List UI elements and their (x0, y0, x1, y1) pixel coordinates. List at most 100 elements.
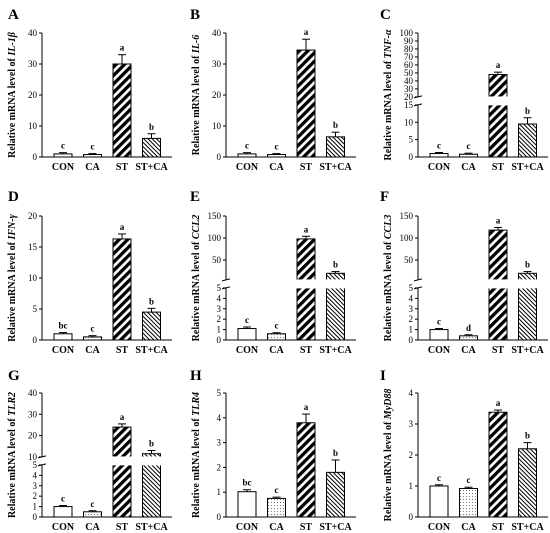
y-tick-label: 1 (409, 325, 414, 335)
category-label: ST (492, 345, 505, 356)
y-tick-label: 5 (409, 283, 414, 293)
y-tick-label: 80 (404, 44, 414, 54)
significance-label: c (437, 473, 441, 483)
y-tick-label: 5 (217, 283, 222, 293)
category-label: ST+CA (319, 162, 352, 173)
bar-st-ca (326, 136, 345, 158)
bar-st-ca (518, 123, 537, 158)
significance-label: a (120, 222, 125, 232)
category-label: CA (269, 522, 284, 533)
significance-label: b (525, 431, 530, 441)
category-label: ST (116, 162, 129, 173)
category-label: ST+CA (135, 162, 168, 173)
y-axis-label-prefix: Relative mRNA level of (191, 239, 202, 341)
bar-st (112, 238, 132, 341)
y-tick-label: 5 (33, 304, 38, 314)
y-tick-label: 30 (404, 84, 414, 94)
y-tick-label: 3 (409, 419, 414, 429)
y-tick-label: 4 (409, 293, 414, 303)
significance-label: c (467, 141, 471, 151)
panel-letter: C (380, 7, 391, 23)
significance-label: b (333, 120, 338, 130)
y-axis-label: Relative mRNA level of TLR4 (191, 392, 202, 518)
bar-break-gap (141, 456, 162, 466)
significance-label: c (91, 324, 95, 334)
significance-label: c (61, 141, 65, 151)
category-label: CON (428, 522, 451, 533)
y-tick-label: 2 (409, 450, 414, 460)
y-axis-label: Relative mRNA level of IL-6 (191, 35, 202, 156)
y-tick-label: 0 (409, 152, 414, 162)
significance-label: c (467, 475, 471, 485)
y-tick-label: 40 (212, 28, 222, 38)
bar-break-gap (112, 456, 132, 466)
y-tick-label: 1 (409, 481, 414, 491)
y-axis-label-prefix: Relative mRNA level of (383, 419, 394, 521)
category-label: CA (461, 522, 476, 533)
y-tick-label: 0 (33, 152, 38, 162)
significance-label: a (496, 60, 501, 70)
category-label: CA (85, 162, 100, 173)
bar-ca (83, 511, 102, 518)
y-axis-label-gene: TNF-α (383, 29, 394, 58)
bar-break-gap (488, 96, 508, 106)
category-label: CA (269, 345, 284, 356)
y-axis-label-gene: MyD88 (383, 389, 394, 421)
significance-label: c (437, 140, 441, 150)
category-label: ST+CA (511, 522, 544, 533)
bar-con (429, 329, 449, 341)
panel-letter: A (8, 7, 19, 23)
category-label: CA (85, 522, 100, 533)
y-tick-label: 20 (28, 90, 38, 100)
bar-ca (459, 487, 478, 518)
panel-letter: G (8, 368, 20, 384)
significance-label: c (245, 315, 249, 325)
y-tick-label: 10 (28, 273, 38, 283)
y-tick-label: 2 (33, 491, 38, 501)
significance-label: b (525, 106, 530, 116)
y-axis-label-prefix: Relative mRNA level of (191, 53, 202, 155)
category-label: CON (236, 522, 259, 533)
category-label: ST+CA (511, 345, 544, 356)
panel-letter: E (190, 189, 200, 205)
y-tick-label: 0 (33, 335, 38, 345)
y-tick-label: 3 (217, 438, 222, 448)
panel-h: H Relative mRNA level of TLR4 0 1 2 3 4 5 bc CON c… (190, 368, 356, 533)
y-tick-label: 3 (33, 481, 38, 491)
y-tick-label: 20 (212, 90, 222, 100)
y-tick-label: 40 (28, 28, 38, 38)
y-tick-label: 1 (33, 502, 38, 512)
axis-break-mark (413, 278, 423, 282)
significance-label: a (304, 27, 309, 37)
y-axis-label-prefix: Relative mRNA level of (7, 56, 18, 158)
category-label: CON (428, 345, 451, 356)
bar-st-ca (142, 311, 161, 341)
panel-letter: I (380, 368, 386, 384)
y-axis-label-gene: CCL2 (191, 215, 202, 239)
bar-ca (83, 154, 102, 158)
y-axis-label-gene: CCL3 (383, 215, 394, 239)
significance-label: c (275, 142, 279, 152)
significance-label: b (149, 439, 154, 449)
significance-label: c (61, 494, 65, 504)
category-label: ST+CA (511, 162, 544, 173)
y-tick-label: 0 (33, 512, 38, 522)
y-tick-label: 30 (212, 59, 222, 69)
y-tick-label: 4 (33, 470, 38, 480)
category-label: ST (300, 522, 313, 533)
bar-st-ca (518, 448, 537, 518)
y-tick-label: 40 (28, 388, 38, 398)
y-axis-label-gene: TLR2 (7, 392, 18, 416)
y-tick-label: 10 (404, 117, 414, 127)
bar-ca (83, 336, 102, 341)
y-tick-label: 30 (28, 59, 38, 69)
y-tick-label: 4 (217, 413, 222, 423)
y-tick-label: 0 (409, 512, 414, 522)
panel-letter: D (8, 189, 19, 205)
y-tick-label: 2 (409, 314, 414, 324)
category-label: ST (492, 522, 505, 533)
significance-label: c (91, 499, 95, 509)
